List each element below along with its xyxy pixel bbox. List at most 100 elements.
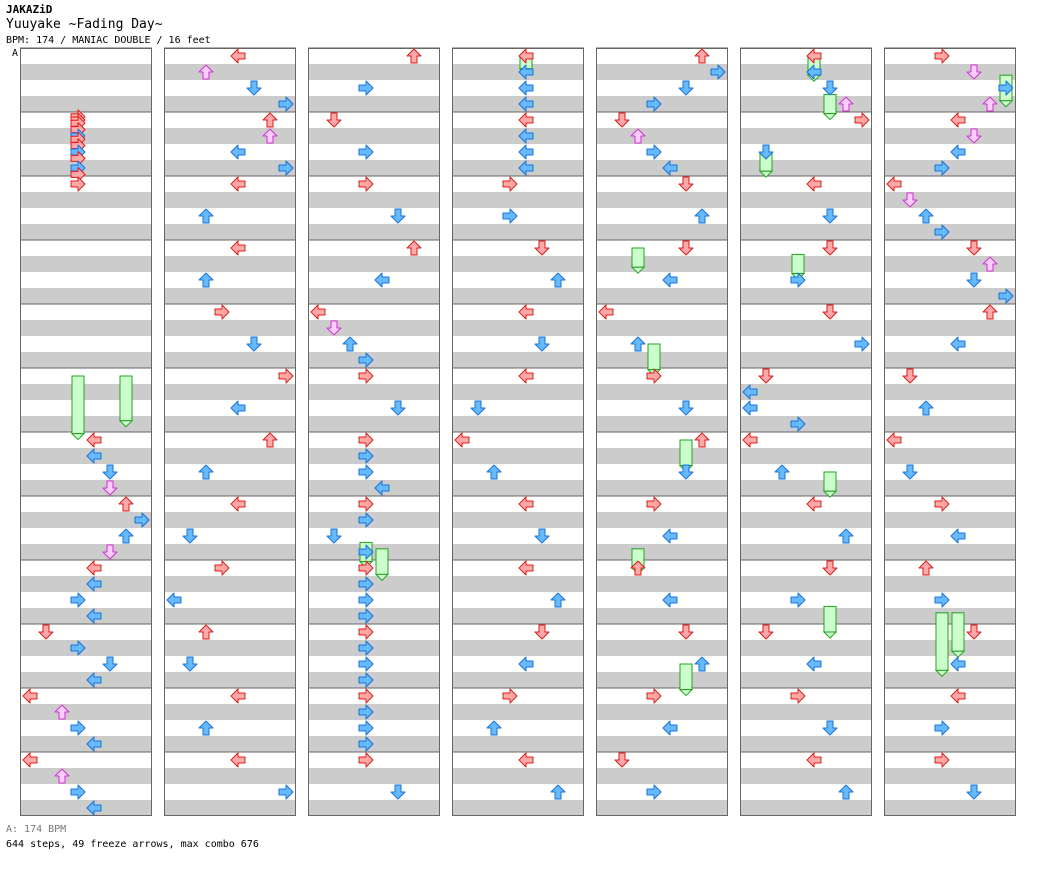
right-arrow-icon — [278, 368, 294, 384]
left-arrow-icon — [886, 176, 902, 192]
chart-stats: 644 steps, 49 freeze arrows, max combo 6… — [6, 839, 259, 850]
left-arrow-icon — [662, 160, 678, 176]
up-arrow-icon — [838, 96, 854, 112]
left-arrow-icon — [662, 720, 678, 736]
right-arrow-icon — [646, 688, 662, 704]
chart-column — [164, 47, 296, 816]
right-arrow-icon — [790, 592, 806, 608]
up-arrow-icon — [550, 784, 566, 800]
chart-column — [596, 47, 728, 816]
right-arrow-icon — [502, 208, 518, 224]
up-arrow-icon — [198, 272, 214, 288]
left-arrow-icon — [806, 48, 822, 64]
chart-column — [740, 47, 872, 816]
left-arrow-icon — [518, 128, 534, 144]
up-arrow-icon — [694, 208, 710, 224]
up-arrow-icon — [118, 496, 134, 512]
left-arrow-icon — [742, 384, 758, 400]
up-arrow-icon — [774, 464, 790, 480]
up-arrow-icon — [262, 112, 278, 128]
up-arrow-icon — [54, 704, 70, 720]
up-arrow-icon — [982, 96, 998, 112]
right-arrow-icon — [790, 416, 806, 432]
down-arrow-icon — [102, 464, 118, 480]
artist-name: JAKAZiD — [6, 3, 53, 16]
down-arrow-icon — [534, 528, 550, 544]
down-arrow-icon — [534, 336, 550, 352]
right-arrow-icon — [358, 608, 374, 624]
down-arrow-icon — [758, 368, 774, 384]
down-arrow-icon — [966, 784, 982, 800]
down-arrow-icon — [678, 176, 694, 192]
left-arrow-icon — [518, 368, 534, 384]
left-arrow-icon — [454, 432, 470, 448]
right-arrow-icon — [790, 272, 806, 288]
right-arrow-icon — [358, 720, 374, 736]
up-arrow-icon — [694, 656, 710, 672]
chart-column — [20, 47, 152, 816]
down-arrow-icon — [966, 64, 982, 80]
down-arrow-icon — [966, 128, 982, 144]
right-arrow-icon — [934, 160, 950, 176]
left-arrow-icon — [230, 400, 246, 416]
left-arrow-icon — [230, 176, 246, 192]
up-arrow-icon — [198, 208, 214, 224]
right-arrow-icon — [278, 96, 294, 112]
up-arrow-icon — [550, 592, 566, 608]
freeze-arrow — [374, 548, 390, 582]
left-arrow-icon — [886, 432, 902, 448]
right-arrow-icon — [358, 592, 374, 608]
left-arrow-icon — [518, 160, 534, 176]
left-arrow-icon — [806, 64, 822, 80]
up-arrow-icon — [486, 464, 502, 480]
down-arrow-icon — [102, 656, 118, 672]
down-arrow-icon — [902, 464, 918, 480]
left-arrow-icon — [230, 752, 246, 768]
right-arrow-icon — [646, 496, 662, 512]
left-arrow-icon — [230, 240, 246, 256]
up-arrow-icon — [982, 304, 998, 320]
down-arrow-icon — [390, 784, 406, 800]
left-arrow-icon — [742, 432, 758, 448]
down-arrow-icon — [966, 624, 982, 640]
left-arrow-icon — [598, 304, 614, 320]
up-arrow-icon — [694, 48, 710, 64]
right-arrow-icon — [358, 544, 374, 560]
left-arrow-icon — [230, 688, 246, 704]
up-arrow-icon — [198, 464, 214, 480]
down-arrow-icon — [614, 112, 630, 128]
left-arrow-icon — [950, 336, 966, 352]
right-arrow-icon — [214, 304, 230, 320]
down-arrow-icon — [390, 208, 406, 224]
right-arrow-icon — [70, 784, 86, 800]
right-arrow-icon — [358, 144, 374, 160]
left-arrow-icon — [518, 96, 534, 112]
down-arrow-icon — [758, 144, 774, 160]
left-arrow-icon — [86, 736, 102, 752]
right-arrow-icon — [278, 160, 294, 176]
left-arrow-icon — [806, 176, 822, 192]
down-arrow-icon — [38, 624, 54, 640]
left-arrow-icon — [950, 688, 966, 704]
right-arrow-icon — [358, 368, 374, 384]
left-arrow-icon — [86, 448, 102, 464]
chart-info: BPM: 174 / MANIAC DOUBLE / 16 feet — [6, 35, 211, 46]
up-arrow-icon — [118, 528, 134, 544]
right-arrow-icon — [646, 784, 662, 800]
freeze-arrow — [822, 471, 838, 498]
up-arrow-icon — [486, 720, 502, 736]
up-arrow-icon — [982, 256, 998, 272]
left-arrow-icon — [662, 528, 678, 544]
bpm-line: A: 174 BPM — [6, 824, 67, 835]
left-arrow-icon — [950, 656, 966, 672]
right-arrow-icon — [710, 64, 726, 80]
right-arrow-icon — [358, 496, 374, 512]
left-arrow-icon — [518, 144, 534, 160]
down-arrow-icon — [822, 240, 838, 256]
freeze-arrow — [950, 612, 966, 658]
right-arrow-icon — [358, 736, 374, 752]
left-arrow-icon — [230, 48, 246, 64]
right-arrow-icon — [358, 752, 374, 768]
left-arrow-icon — [518, 304, 534, 320]
up-arrow-icon — [694, 432, 710, 448]
